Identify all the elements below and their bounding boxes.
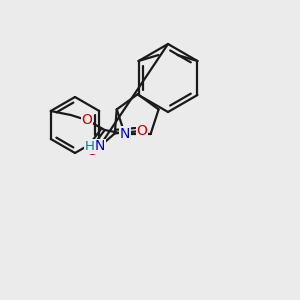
Text: O: O bbox=[86, 144, 97, 158]
Text: N: N bbox=[94, 140, 105, 153]
Text: O: O bbox=[81, 113, 92, 127]
Text: N: N bbox=[120, 127, 130, 141]
Text: O: O bbox=[136, 124, 147, 138]
Text: H: H bbox=[85, 140, 95, 153]
